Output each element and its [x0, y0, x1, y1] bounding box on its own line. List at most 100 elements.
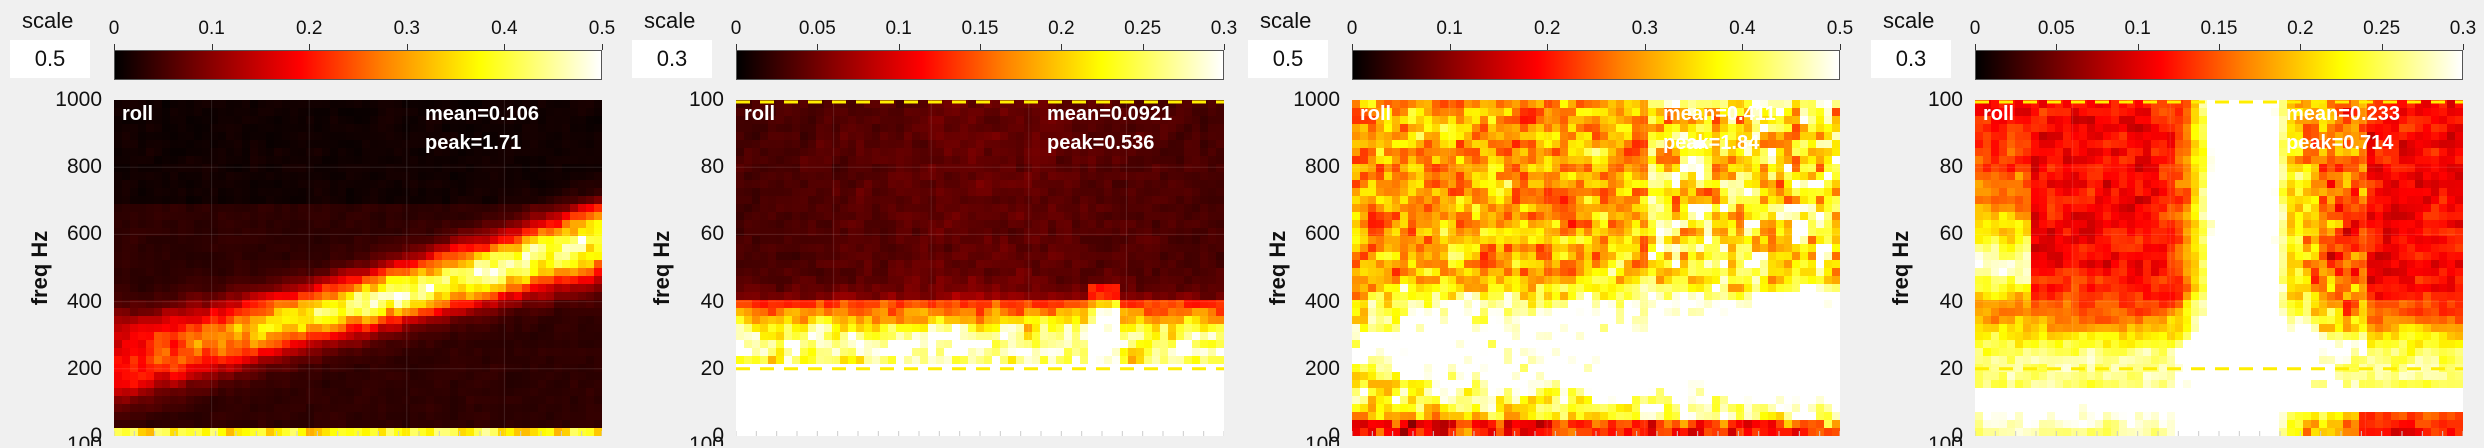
heatmap-cell	[546, 412, 555, 421]
heatmap-cell	[768, 148, 777, 157]
heatmap-cell	[514, 188, 523, 197]
heatmap-cell	[800, 388, 809, 397]
heatmap-cell	[346, 324, 355, 333]
heatmap-cell	[314, 372, 323, 381]
heatmap-cell	[1168, 180, 1177, 189]
heatmap-cell	[362, 420, 371, 429]
heatmap-cell	[1080, 252, 1089, 261]
heatmap-cell	[1056, 372, 1065, 381]
heatmap-cell	[752, 244, 761, 253]
heatmap-cell	[218, 116, 227, 125]
heatmap-cell	[362, 316, 371, 325]
heatmap-cell	[274, 148, 283, 157]
heatmap-cell	[562, 100, 571, 109]
heatmap-cell	[1168, 268, 1177, 277]
heatmap-cell	[1016, 332, 1025, 341]
heatmap-cell	[1160, 420, 1169, 429]
heatmap-cell	[282, 164, 291, 173]
heatmap-cell	[306, 372, 315, 381]
heatmap-cell	[586, 124, 595, 133]
heatmap-cell	[290, 372, 299, 381]
heatmap-cell	[450, 404, 459, 413]
heatmap-cell	[186, 164, 195, 173]
heatmap-cell	[570, 428, 579, 436]
heatmap-cell	[1152, 284, 1161, 293]
heatmap-cell	[522, 236, 531, 245]
heatmap-cell	[1048, 164, 1057, 173]
heatmap-cell	[840, 356, 849, 365]
heatmap-cell	[808, 220, 817, 229]
heatmap-cell	[1160, 324, 1169, 333]
heatmap-cell	[354, 204, 363, 213]
heatmap-cell	[530, 172, 539, 181]
heatmap-cell	[1048, 420, 1057, 429]
heatmap-cell	[506, 412, 515, 421]
heatmap-cell	[1088, 252, 1097, 261]
heatmap-cell	[322, 148, 331, 157]
heatmap-cell	[330, 388, 339, 397]
heatmap-cell	[1144, 196, 1153, 205]
heatmap-cell	[178, 124, 187, 133]
heatmap-cell	[880, 388, 889, 397]
heatmap-cell	[586, 316, 595, 325]
scale-input[interactable]: 0.5	[10, 40, 90, 78]
heatmap-cell	[554, 380, 563, 389]
heatmap-cell	[458, 164, 467, 173]
heatmap-cell	[912, 124, 921, 133]
heatmap-cell	[736, 332, 745, 341]
heatmap-cell	[976, 404, 985, 413]
heatmap-cell	[394, 172, 403, 181]
heatmap-cell	[346, 124, 355, 133]
heatmap-cell	[370, 388, 379, 397]
heatmap-cell	[848, 196, 857, 205]
heatmap-cell	[594, 292, 602, 301]
heatmap-cell	[514, 348, 523, 357]
heatmap-cell	[562, 116, 571, 125]
heatmap-cell	[162, 220, 171, 229]
heatmap-cell	[466, 244, 475, 253]
heatmap-cell	[218, 156, 227, 165]
heatmap-cell	[1112, 156, 1121, 165]
heatmap-cell	[202, 308, 211, 317]
heatmap-cell	[218, 140, 227, 149]
heatmap-cell	[386, 180, 395, 189]
heatmap-cell	[1000, 276, 1009, 285]
heatmap-cell	[1064, 156, 1073, 165]
heatmap-cell	[1176, 292, 1185, 301]
heatmap-cell	[840, 212, 849, 221]
heatmap-cell	[808, 260, 817, 269]
colorbar-tick-label: 0	[731, 18, 742, 40]
heatmap-cell	[570, 172, 579, 181]
heatmap-cell	[1008, 164, 1017, 173]
heatmap-cell	[546, 100, 555, 109]
heatmap-cell	[338, 252, 347, 261]
heatmap-cell	[570, 340, 579, 349]
heatmap-cell	[1120, 396, 1129, 405]
heatmap-cell	[1072, 332, 1081, 341]
heatmap-cell	[968, 412, 977, 421]
heatmap-cell	[928, 340, 937, 349]
heatmap-cell	[888, 308, 897, 317]
heatmap-cell	[848, 396, 857, 405]
heatmap-cell	[912, 180, 921, 189]
heatmap-cell	[426, 292, 435, 301]
heatmap-cell	[888, 348, 897, 357]
heatmap-cell	[896, 140, 905, 149]
heatmap-cell	[482, 412, 491, 421]
heatmap-cell	[864, 188, 873, 197]
heatmap-cell	[202, 236, 211, 245]
heatmap-cell	[1072, 228, 1081, 237]
heatmap-cell	[920, 340, 929, 349]
scale-input[interactable]: 0.3	[632, 40, 712, 78]
heatmap-cell	[744, 284, 753, 293]
heatmap-cell	[394, 180, 403, 189]
heatmap-cell	[282, 396, 291, 405]
heatmap-cell	[984, 268, 993, 277]
heatmap-cell	[984, 412, 993, 421]
heatmap-cell	[800, 340, 809, 349]
heatmap-cell	[960, 196, 969, 205]
heatmap-cell	[242, 220, 251, 229]
heatmap-cell	[1120, 356, 1129, 365]
heatmap-cell	[1056, 236, 1065, 245]
heatmap-cell	[840, 292, 849, 301]
